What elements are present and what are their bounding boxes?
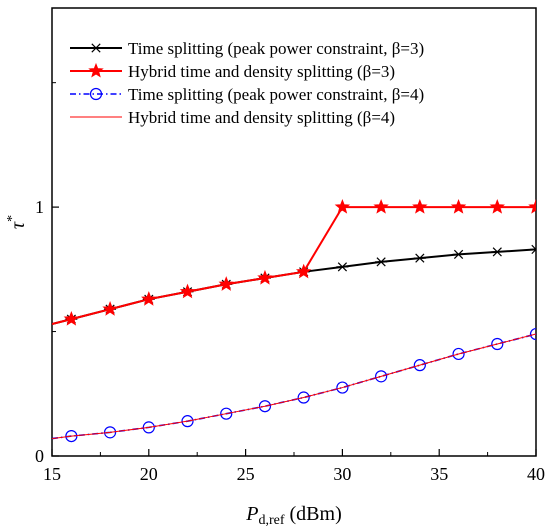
series-1-point-11 <box>450 198 467 214</box>
series-0-point-13 <box>530 244 536 255</box>
legend-marker-2 <box>89 87 103 101</box>
series-2-point-5 <box>220 407 233 420</box>
legend-label-2: Time splitting (peak power constraint, β… <box>128 85 424 104</box>
legend-label-1: Hybrid time and density splitting (β=3) <box>128 62 395 81</box>
y-tick-label-1: 1 <box>35 197 44 217</box>
series-1-point-8 <box>334 198 351 214</box>
legend-label-3: Hybrid time and density splitting (β=4) <box>128 108 395 127</box>
x-tick-label-20: 20 <box>140 464 158 484</box>
series-2-point-13 <box>529 327 536 341</box>
series-0-point-9 <box>375 257 388 267</box>
x-tick-label-35: 35 <box>430 464 448 484</box>
series-1-point-6 <box>257 269 273 285</box>
x-tick-label-40: 40 <box>527 464 545 484</box>
series-1-point-5 <box>218 276 234 291</box>
series-2-point-6 <box>258 400 272 413</box>
series-2-point-7 <box>297 391 310 404</box>
y-axis-label: τ* <box>5 215 29 229</box>
y-axis-label-superscript: * <box>5 215 20 222</box>
series-1-point-9 <box>373 198 389 214</box>
x-axis-label-main: P <box>245 503 258 525</box>
legend-marker-1 <box>88 62 104 78</box>
x-axis-label: Pd,ref (dBm) <box>245 503 341 528</box>
y-tick-label-0: 0 <box>35 446 44 466</box>
svg-text:τ*: τ* <box>5 215 29 229</box>
series-1-point-10 <box>412 198 428 214</box>
series-1-point-12 <box>489 198 505 214</box>
series-line-0 <box>52 248 536 326</box>
series-0-point-11 <box>452 249 465 260</box>
legend-label-0: Time splitting (peak power constraint, β… <box>128 39 424 58</box>
y-axis-label-main: τ <box>7 221 29 229</box>
x-axis-label-unit: (dBm) <box>285 503 342 525</box>
x-tick-label-25: 25 <box>237 464 255 484</box>
series-line-2 <box>52 333 536 440</box>
series-1-point-3 <box>141 291 157 306</box>
series-line-1 <box>52 206 536 326</box>
series-2-point-4 <box>181 415 194 428</box>
series-2-point-12 <box>491 337 504 351</box>
series-1-point-1 <box>63 310 80 326</box>
series-2-point-3 <box>142 421 155 434</box>
series-0-point-10 <box>413 253 426 263</box>
series-2-point-9 <box>375 370 388 383</box>
legend: Time splitting (peak power constraint, β… <box>70 39 424 127</box>
series-2-point-1 <box>65 429 78 443</box>
legend-marker-0 <box>90 43 102 53</box>
series-1-point-4 <box>179 283 196 299</box>
x-axis-label-subscript: d,ref <box>258 513 284 528</box>
series-1-point-13 <box>528 198 536 214</box>
series-line-3 <box>52 333 536 440</box>
series-1-point-2 <box>102 301 118 316</box>
x-tick-label-30: 30 <box>333 464 351 484</box>
series-2-point-8 <box>336 381 349 394</box>
series-2-point-11 <box>452 347 465 361</box>
x-tick-label-15: 15 <box>43 464 61 484</box>
series-0-point-12 <box>491 247 504 257</box>
series-2-point-10 <box>413 359 426 372</box>
series-2-point-2 <box>103 426 117 439</box>
series-1-point-7 <box>295 263 312 279</box>
series-0-point-8 <box>336 262 349 272</box>
